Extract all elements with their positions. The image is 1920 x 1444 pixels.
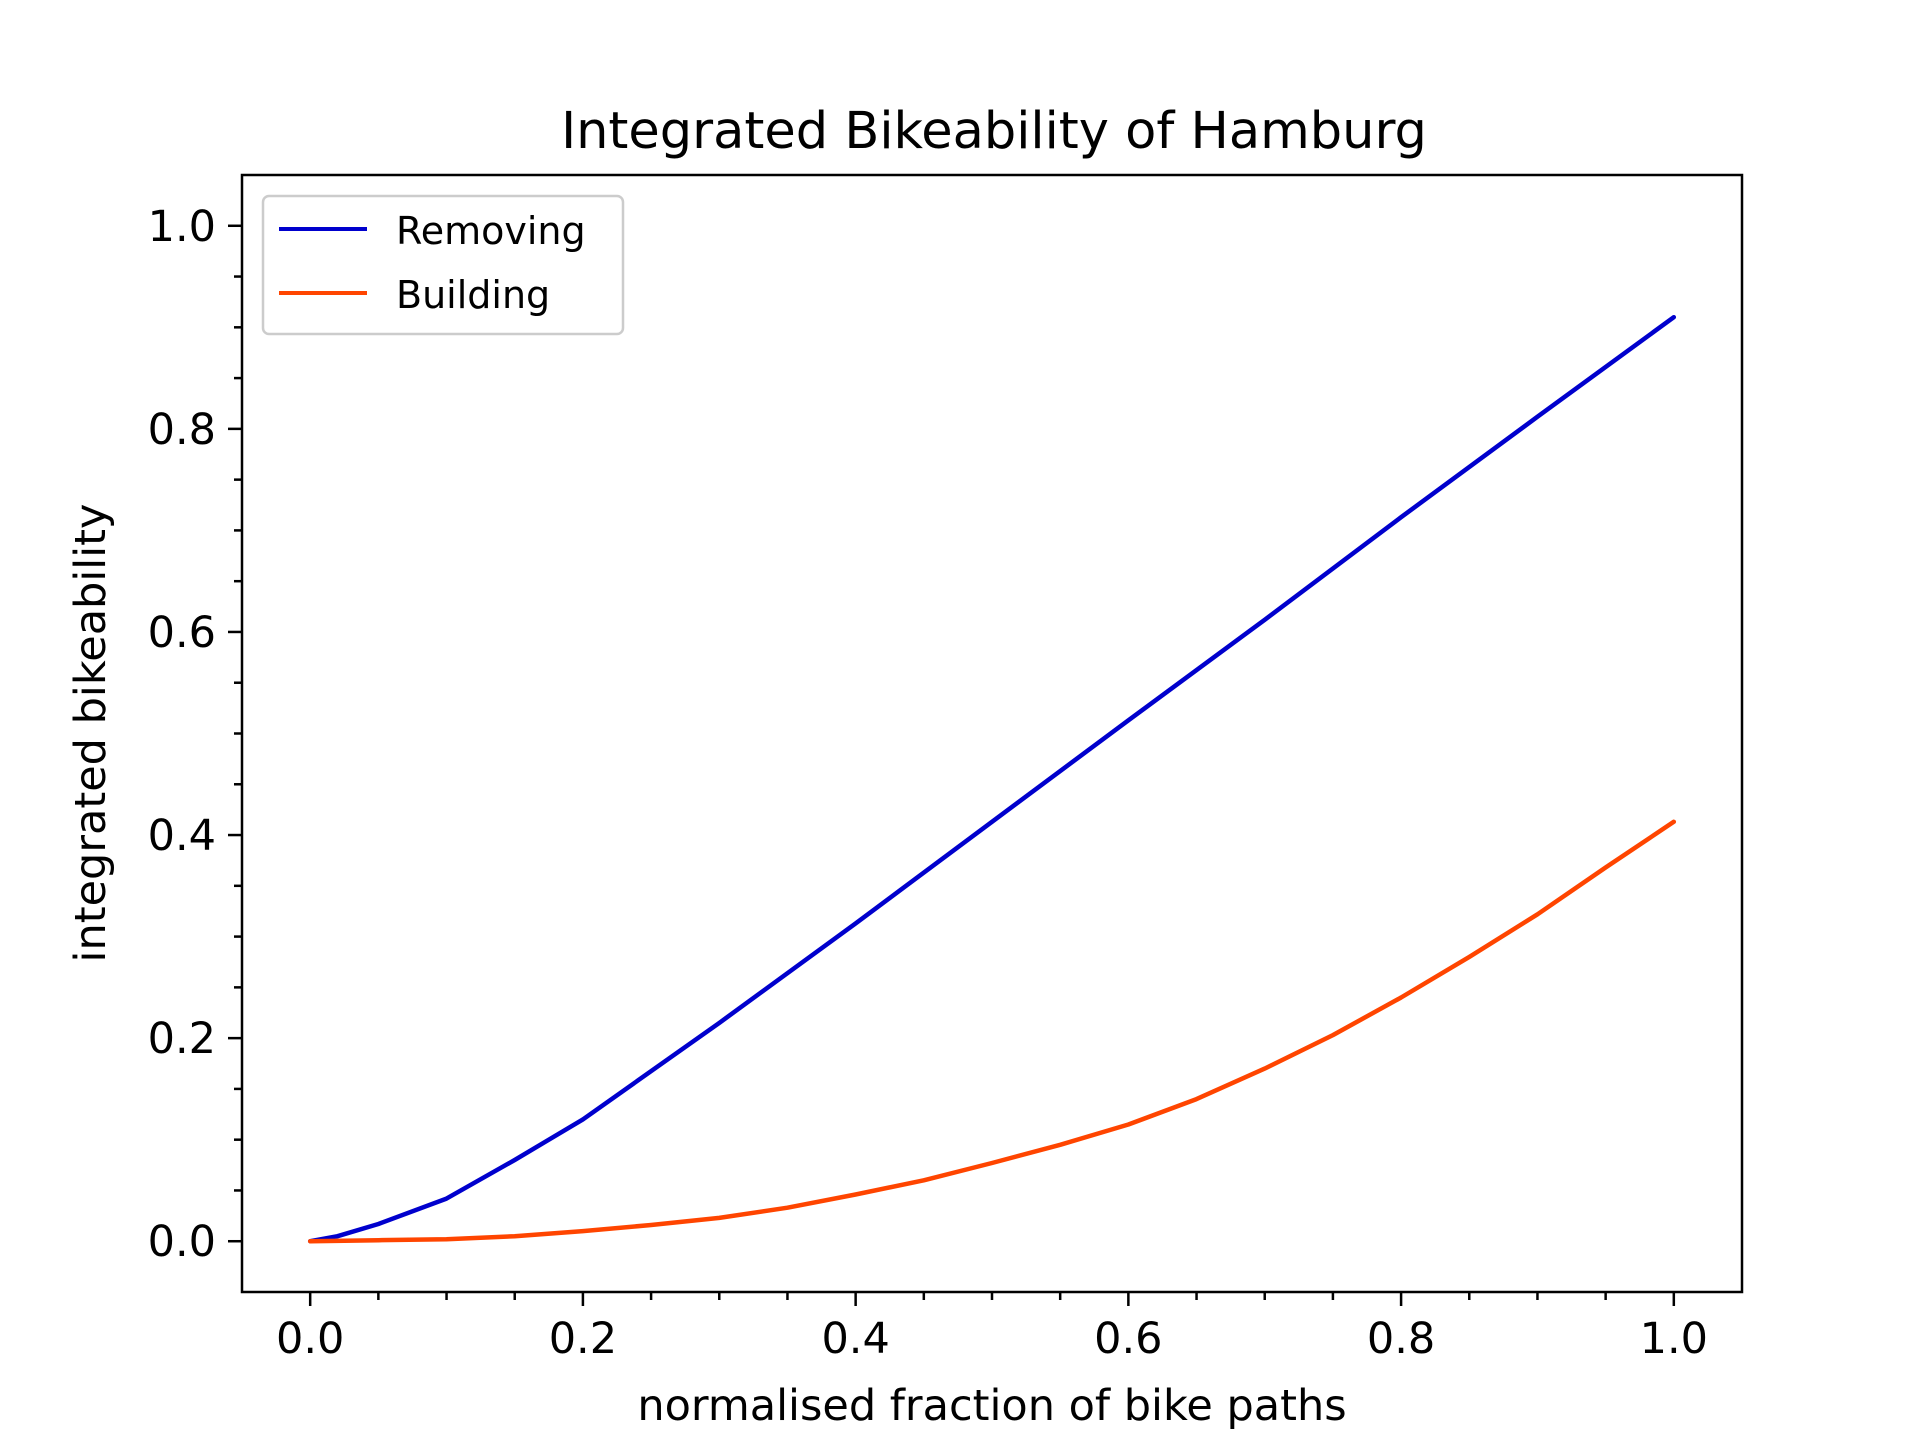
legend: Removing Building	[261, 194, 625, 336]
x-tick-label: 0.0	[276, 1314, 344, 1364]
y-tick-label: 0.4	[148, 811, 216, 861]
y-axis-label: integrated bikeability	[66, 504, 116, 963]
x-axis-ticks: 0.0 0.2 0.4 0.6 0.8 1.0	[276, 1292, 1708, 1364]
series-line-removing	[307, 314, 1677, 1244]
x-tick-label: 0.4	[821, 1314, 889, 1364]
plot-lines	[307, 314, 1677, 1244]
chart-title: Integrated Bikeability of Hamburg	[561, 102, 1427, 161]
x-tick-label: 0.8	[1367, 1314, 1435, 1364]
plot-area-frame	[240, 173, 1744, 1294]
y-tick-label: 1.0	[148, 202, 216, 252]
legend-label-building: Building	[396, 273, 550, 317]
x-tick-label: 1.0	[1640, 1314, 1708, 1364]
y-tick-label: 0.0	[148, 1217, 216, 1267]
y-axis-ticks: 0.0 0.2 0.4 0.6 0.8 1.0	[148, 202, 242, 1267]
y-tick-label: 0.2	[148, 1014, 216, 1064]
y-tick-label: 0.6	[148, 608, 216, 658]
x-tick-label: 0.2	[549, 1314, 617, 1364]
x-axis-label: normalised fraction of bike paths	[637, 1381, 1346, 1431]
legend-label-removing: Removing	[396, 209, 586, 253]
series-line-building	[307, 819, 1677, 1244]
y-tick-label: 0.8	[148, 405, 216, 455]
x-tick-label: 0.6	[1094, 1314, 1162, 1364]
